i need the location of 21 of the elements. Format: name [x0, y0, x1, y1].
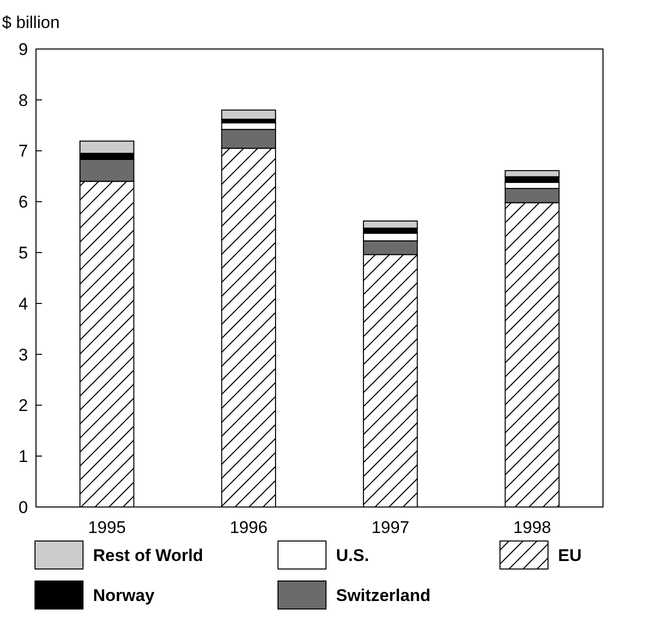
x-tick-label: 1995	[88, 518, 126, 537]
y-tick-label: 8	[18, 90, 28, 110]
x-tick-label: 1997	[371, 518, 410, 537]
y-tick-label: 2	[18, 396, 28, 416]
x-tick-label: 1998	[513, 518, 552, 537]
y-tick-label: 0	[18, 498, 28, 517]
y-tick-label: 4	[18, 294, 28, 314]
y-tick-label: 7	[18, 142, 28, 161]
legend-label: Rest of World	[93, 546, 204, 565]
y-tick-label: 1	[18, 447, 28, 466]
y-tick-label: 9	[18, 40, 28, 59]
y-tick-label: 5	[18, 244, 28, 263]
legend-label: Norway	[93, 586, 155, 605]
legend-label: U.S.	[336, 546, 370, 565]
y-tick-label: 3	[18, 345, 28, 364]
y-axis-title: $ billion	[2, 13, 60, 32]
x-tick-label: 1996	[230, 518, 268, 537]
bar	[221, 110, 276, 120]
legend-label: EU	[558, 546, 582, 565]
legend-label: Switzerland	[336, 586, 430, 605]
y-tick-label: 6	[18, 192, 28, 212]
